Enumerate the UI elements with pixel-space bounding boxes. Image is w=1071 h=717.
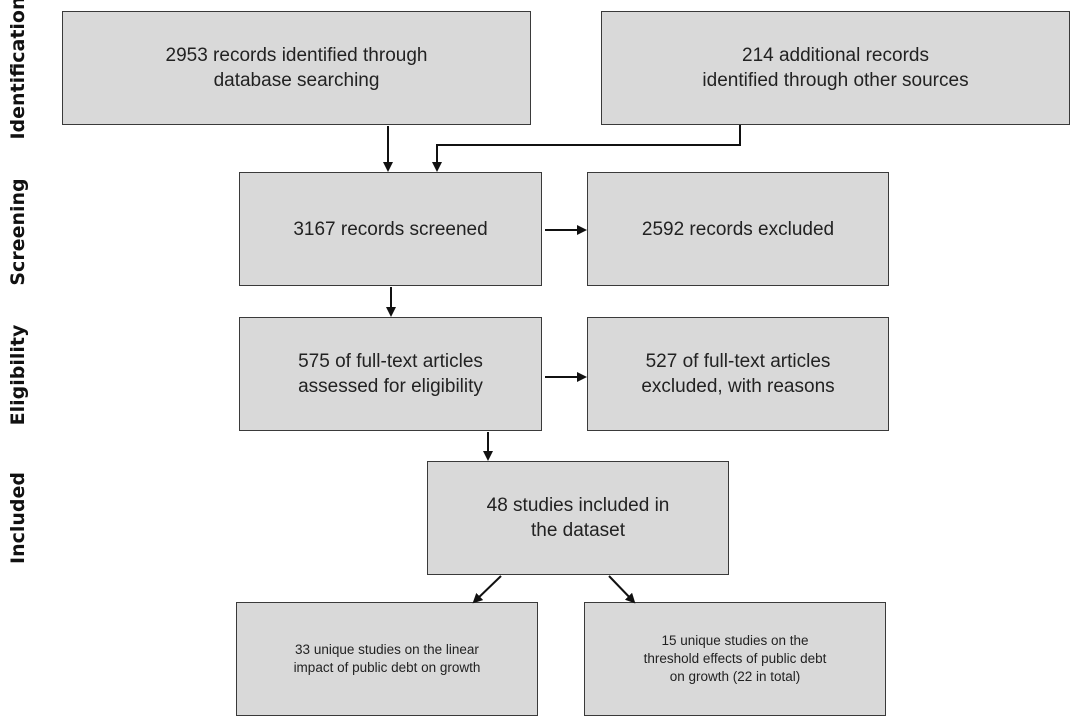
stage-label-eligibility: Eligibility (7, 324, 29, 426)
database-records-text: 2953 records identified through database… (165, 45, 428, 91)
assessed-eligibility-box: 575 of full-text articles assessed for e… (239, 317, 542, 431)
stage-label-screening: Screening (7, 178, 29, 286)
records-excluded-text: 2592 records excluded (641, 218, 835, 240)
linear-studies-box: 33 unique studies on the linear impact o… (236, 602, 538, 716)
studies-included-text: 48 studies included in the dataset (486, 495, 670, 541)
threshold-studies-text: 15 unique studies on the threshold effec… (643, 633, 827, 684)
arrow-included-to-linear (472, 575, 502, 604)
other-records-text: 214 additional records identified throug… (702, 45, 969, 91)
records-screened-box: 3167 records screened (239, 172, 542, 286)
arrow-included-to-threshold (608, 575, 636, 604)
arrow-other-to-screened (432, 125, 741, 172)
fulltext-excluded-box: 527 of full-text articles excluded, with… (587, 317, 889, 431)
stage-label-identification: Identification (7, 0, 29, 140)
assessed-eligibility-text: 575 of full-text articles assessed for e… (298, 351, 483, 397)
stage-label-included: Included (7, 472, 29, 564)
linear-studies-text: 33 unique studies on the linear impact o… (293, 642, 481, 675)
other-records-box: 214 additional records identified throug… (601, 11, 1070, 125)
records-screened-text: 3167 records screened (293, 218, 488, 240)
records-excluded-box: 2592 records excluded (587, 172, 889, 286)
fulltext-excluded-text: 527 of full-text articles excluded, with… (641, 351, 835, 397)
database-records-box: 2953 records identified through database… (62, 11, 531, 125)
studies-included-box: 48 studies included in the dataset (427, 461, 729, 575)
threshold-studies-box: 15 unique studies on the threshold effec… (584, 602, 886, 716)
